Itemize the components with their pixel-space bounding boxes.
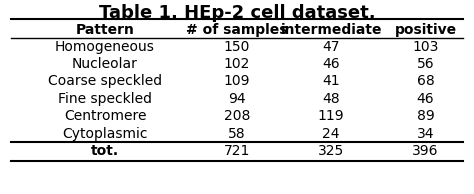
Text: Pattern: Pattern — [76, 23, 135, 37]
Text: Homogeneous: Homogeneous — [55, 40, 155, 54]
Text: 58: 58 — [228, 127, 246, 141]
Text: 24: 24 — [322, 127, 340, 141]
Text: Nucleolar: Nucleolar — [72, 57, 138, 71]
Text: positive: positive — [394, 23, 456, 37]
Text: 46: 46 — [322, 57, 340, 71]
Text: 47: 47 — [322, 40, 340, 54]
Text: 46: 46 — [417, 92, 434, 106]
Text: 34: 34 — [417, 127, 434, 141]
Text: Coarse speckled: Coarse speckled — [48, 74, 162, 88]
Text: intermediate: intermediate — [281, 23, 382, 37]
Text: 396: 396 — [412, 144, 439, 158]
Text: tot.: tot. — [91, 144, 119, 158]
Text: Cytoplasmic: Cytoplasmic — [62, 127, 148, 141]
Text: 208: 208 — [224, 109, 250, 123]
Text: Centromere: Centromere — [64, 109, 146, 123]
Text: 721: 721 — [224, 144, 250, 158]
Text: 94: 94 — [228, 92, 246, 106]
Text: # of samples: # of samples — [186, 23, 288, 37]
Text: 103: 103 — [412, 40, 438, 54]
Text: Fine speckled: Fine speckled — [58, 92, 152, 106]
Text: 109: 109 — [224, 74, 250, 88]
Text: 150: 150 — [224, 40, 250, 54]
Text: 56: 56 — [417, 57, 434, 71]
Text: 89: 89 — [417, 109, 434, 123]
Text: 325: 325 — [318, 144, 345, 158]
Text: 119: 119 — [318, 109, 345, 123]
Text: 68: 68 — [417, 74, 434, 88]
Text: 102: 102 — [224, 57, 250, 71]
Text: 41: 41 — [322, 74, 340, 88]
Text: Table 1. HEp-2 cell dataset.: Table 1. HEp-2 cell dataset. — [99, 4, 375, 22]
Text: 48: 48 — [322, 92, 340, 106]
